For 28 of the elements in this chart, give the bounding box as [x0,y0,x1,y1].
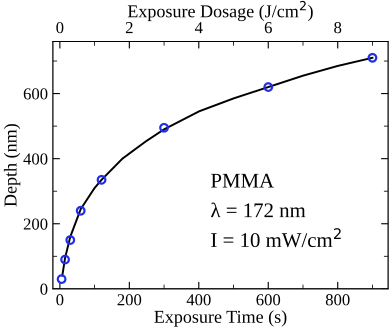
y-axis-title: Depth (nm) [4,124,20,207]
point [159,122,169,133]
x2-tick-label: 0 [56,22,64,34]
point [76,206,86,216]
point [60,254,70,264]
point [65,235,76,245]
x2-tick-label: 6 [264,22,272,34]
x-tick-label: 0 [56,294,64,306]
x-tick-label: 400 [186,294,211,306]
y-tick-label: 400 [23,153,48,165]
y-tick-label: 0 [40,284,48,295]
x2-tick-label: 8 [334,22,342,34]
annotation: λ = 172 nm [210,202,306,218]
x2-tick-label: 2 [126,22,133,34]
y-tick-label: 600 [24,88,48,100]
annotation: I = 10 mW/cm$^{2}$ [211,228,341,248]
y-tick-label: 200 [24,218,48,230]
x2-axis-title: Exposure Dosage (J/cm$^{2}$) [128,0,313,22]
point [56,274,67,284]
x-axis-title: Exposure Time (s) [154,310,286,327]
x2-tick-label: 4 [194,22,203,34]
x-tick-label: 800 [326,294,350,306]
x-tick-label: 200 [118,294,142,306]
x-tick-label: 600 [256,294,280,306]
annotation: PMMA [211,174,274,188]
point [96,174,106,185]
point [263,82,274,92]
point [368,52,378,63]
